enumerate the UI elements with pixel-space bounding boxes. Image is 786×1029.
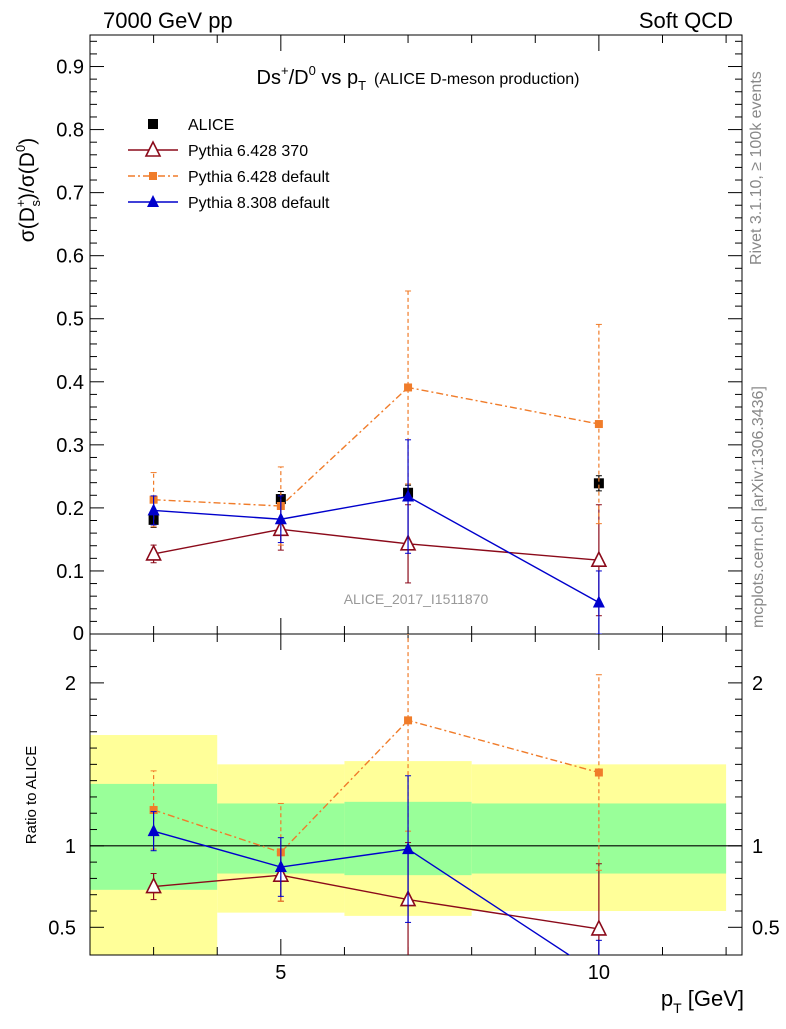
- legend-marker: [148, 119, 158, 129]
- main-ytick-label: 0.3: [56, 435, 84, 457]
- ratio-ytick-label-right: 1: [752, 836, 763, 858]
- legend: ALICE Pythia 6.428 370 Pythia 6.428 defaul…: [128, 117, 330, 212]
- ratio-series-2: [147, 775, 602, 955]
- ratio-ytick-label: 2: [65, 673, 76, 695]
- ratio-point: [149, 805, 158, 814]
- mcplots-label: mcplots.cern.ch [arXiv:1306.3436]: [750, 386, 767, 628]
- legend-marker: [147, 195, 159, 207]
- ratio-line-1: [153, 719, 600, 854]
- ratio-plot-frame: [89, 633, 743, 956]
- ratio-xtick-label: 10: [588, 962, 610, 984]
- main-point: [590, 550, 608, 568]
- ratio-ytick-label-right: 0.5: [752, 917, 780, 939]
- legend-marker: [149, 172, 157, 180]
- main-ytick-label: 0.9: [56, 57, 84, 79]
- main-ytick-label: 0.6: [56, 246, 84, 268]
- main-ytick-label: 0.5: [56, 309, 84, 331]
- main-point: [145, 544, 162, 561]
- main-line-1: [153, 528, 599, 561]
- ratio-y-axis-label: Ratio to ALICE: [23, 746, 40, 844]
- header-left: 7000 GeV pp: [103, 8, 233, 33]
- legend-item-0: ALICE: [148, 117, 234, 134]
- ratio-point: [590, 919, 608, 936]
- ratio-line-0: [153, 874, 599, 930]
- ratio-ytick-label-right: 2: [752, 673, 763, 695]
- main-line-2: [153, 386, 600, 507]
- legend-label: ALICE: [188, 117, 234, 134]
- ratio-ytick-label: 1: [65, 836, 76, 858]
- main-point: [147, 503, 160, 516]
- main-series-2: [149, 290, 603, 546]
- main-point: [274, 512, 287, 525]
- ratio-point: [404, 716, 413, 725]
- main-axes: 0.1 0.2 0.3 0.4 0.5 0.6 0.7 0.8 0.9 0: [56, 34, 743, 645]
- ratio-xtick-label: 5: [275, 962, 286, 984]
- ratio-line-2: [153, 830, 571, 955]
- ratio-point: [402, 842, 415, 855]
- legend-marker: [144, 140, 162, 157]
- ratio-point: [145, 876, 162, 894]
- main-ytick-label: 0.4: [56, 372, 84, 394]
- legend-item-2: Pythia 6.428 default: [128, 169, 330, 186]
- main-point: [404, 383, 413, 392]
- ratio-point: [594, 768, 603, 777]
- ratio-series-group: [145, 634, 608, 955]
- header-right: Soft QCD: [639, 8, 733, 33]
- main-point: [594, 420, 603, 429]
- rivet-label: Rivet 3.1.10, ≥ 100k events: [748, 71, 765, 265]
- main-series-group: [145, 290, 608, 634]
- legend-item-3: Pythia 8.308 default: [128, 195, 330, 212]
- legend-item-1: Pythia 6.428 370: [128, 140, 308, 160]
- main-ytick-label: 0.7: [56, 183, 84, 205]
- main-series-3: [147, 439, 605, 634]
- main-point: [593, 478, 604, 489]
- ratio-ytick-label: 0.5: [48, 917, 76, 939]
- ratio-axes: 5 10 0.5 0.5 1 1 2 2: [48, 633, 780, 984]
- ratio-point: [147, 824, 160, 837]
- ratio-point: [274, 860, 287, 873]
- legend-label: Pythia 8.308 default: [188, 195, 330, 212]
- main-ytick-label: 0.8: [56, 120, 84, 142]
- analysis-id-label: ALICE_2017_I1511870: [344, 591, 489, 607]
- x-axis-label: pT [GeV]: [661, 986, 744, 1016]
- main-point: [592, 595, 605, 608]
- main-ytick-zero-label: 0: [73, 623, 84, 645]
- y-axis-label: σ(D+s)/σ(D0): [13, 138, 43, 242]
- main-ytick-label: 0.1: [56, 561, 84, 583]
- main-point: [402, 489, 415, 502]
- legend-label: Pythia 6.428 default: [188, 169, 330, 186]
- main-ytick-label: 0.2: [56, 498, 84, 520]
- chart-title: Ds+/D0 vs pT (ALICE D-meson production): [257, 63, 580, 93]
- legend-label: Pythia 6.428 370: [188, 143, 308, 160]
- main-line-3: [153, 495, 600, 604]
